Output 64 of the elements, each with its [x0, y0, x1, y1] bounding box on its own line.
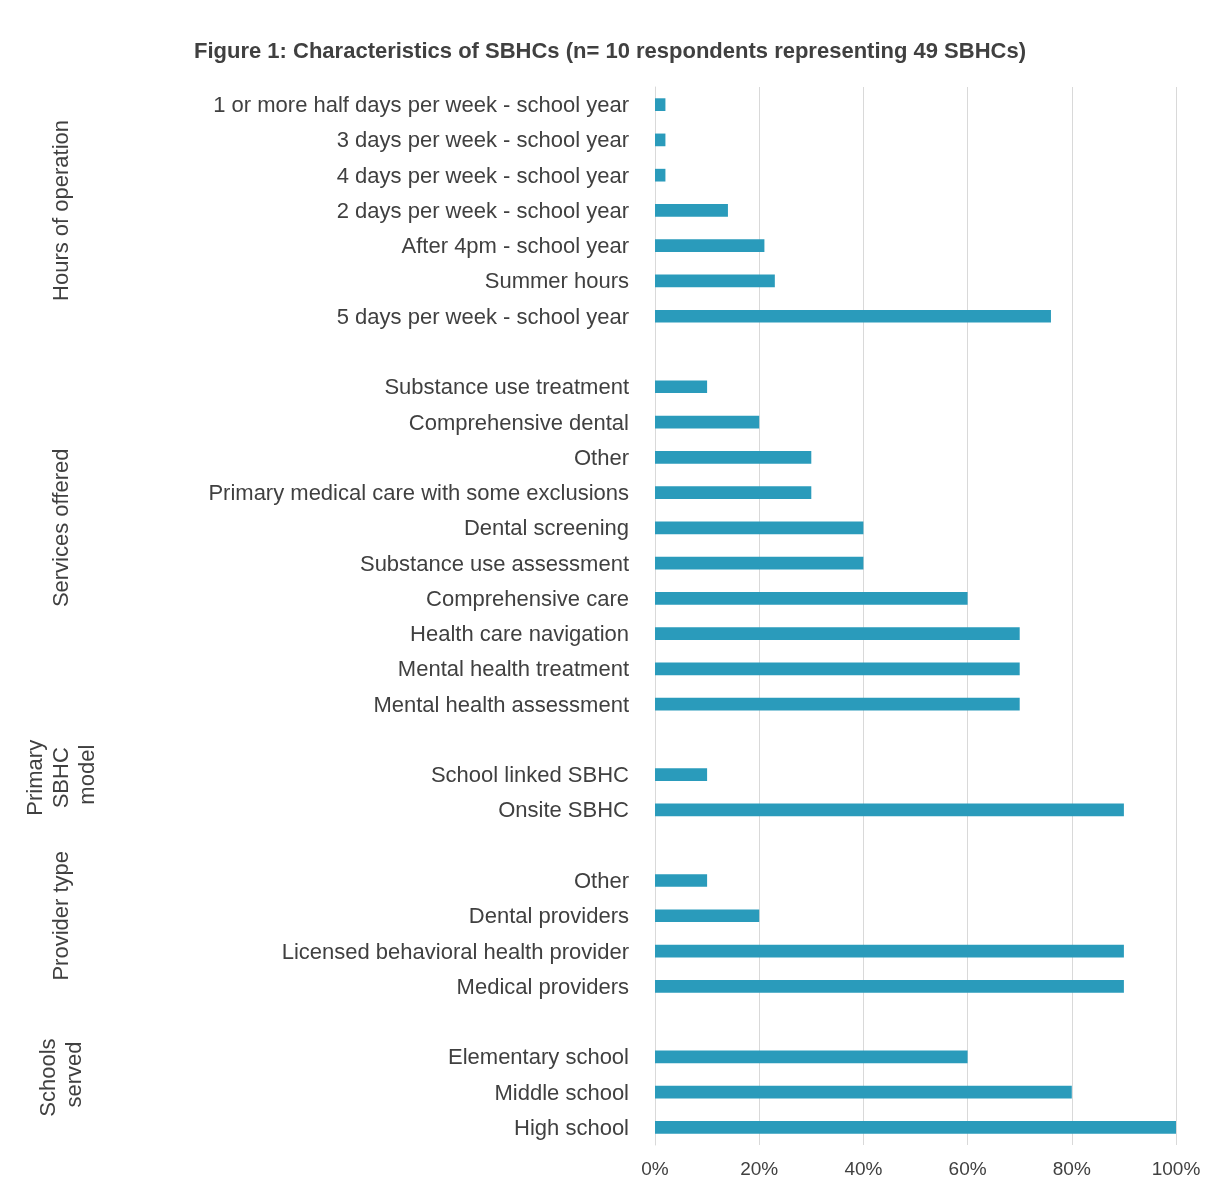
y-tick-label: Mental health treatment	[397, 656, 629, 682]
bar	[655, 309, 1051, 323]
text: Services offered	[47, 448, 73, 608]
y-tick-label: Substance use treatment	[384, 374, 629, 400]
x-tick-label: 0%	[641, 1158, 669, 1179]
bar	[655, 1085, 1072, 1099]
y-tick-label: Mental health assessment	[373, 691, 629, 717]
y-tick-label: 1 or more half days per week - school year	[213, 92, 629, 118]
bar	[655, 450, 812, 464]
y-tick-label: Primary medical care with some exclusions	[208, 480, 629, 506]
bar	[655, 979, 1124, 993]
y-tick-label: Substance use assessment	[359, 550, 629, 576]
bar	[655, 274, 775, 288]
bar	[655, 556, 864, 570]
y-tick-label: After 4pm - school year	[401, 233, 629, 259]
bar	[655, 697, 1020, 711]
bar	[655, 627, 1020, 640]
y-tick-label: School linked SBHC	[430, 762, 630, 788]
text: Primary SBHC model	[21, 733, 99, 816]
bar	[655, 98, 666, 111]
y-tick-label: Elementary school	[448, 1044, 629, 1070]
text: Provider type	[47, 850, 73, 981]
y-tick-label: 2 days per week - school year	[336, 197, 629, 223]
y-tick-label: 3 days per week - school year	[336, 127, 629, 153]
y-tick-label: Comprehensive care	[426, 585, 629, 611]
y-tick-label: Middle school	[494, 1079, 629, 1105]
bar	[655, 874, 708, 887]
text: Schools served	[34, 1032, 86, 1117]
y-tick-label: Summer hours	[484, 268, 629, 294]
bar	[655, 803, 1124, 817]
x-tick-label: 40%	[844, 1158, 883, 1179]
x-tick-label: 60%	[948, 1158, 987, 1179]
bar	[655, 944, 1124, 958]
x-tick-label: 20%	[740, 1158, 779, 1179]
y-tick-label: Health care navigation	[410, 621, 629, 647]
y-tick-label: Medical providers	[456, 973, 629, 999]
bar	[655, 1050, 968, 1064]
x-tick-label: 100%	[1151, 1158, 1201, 1179]
y-tick-label: Onsite SBHC	[498, 797, 630, 823]
chart-title: Figure 1: Characteristics of SBHCs (n= 10 respondents representing 49 SBHCs)	[194, 37, 1026, 63]
x-tick-label: 80%	[1052, 1158, 1091, 1179]
y-tick-label: Comprehensive dental	[408, 409, 629, 435]
y-tick-label: 4 days per week - school year	[336, 162, 629, 188]
bar	[655, 415, 760, 429]
bar	[655, 239, 765, 253]
y-tick-label: Dental providers	[468, 903, 629, 929]
bar	[655, 380, 708, 394]
bar	[655, 168, 666, 182]
bar	[655, 521, 864, 535]
bar	[655, 909, 760, 923]
y-tick-label: 5 days per week - school year	[336, 303, 629, 329]
y-tick-label: Licensed behavioral health provider	[281, 938, 629, 964]
y-tick-label: Dental screening	[463, 515, 629, 541]
bar	[655, 662, 1020, 676]
bar	[655, 486, 812, 499]
bar	[655, 204, 728, 217]
y-tick-label: Other	[573, 868, 629, 893]
bar	[655, 768, 708, 782]
text: Hours of operation	[47, 119, 73, 301]
y-tick-label: Other	[573, 444, 629, 470]
bar	[655, 133, 666, 147]
bar	[655, 592, 968, 605]
y-tick-label: High school	[514, 1114, 629, 1140]
bar	[655, 1121, 1176, 1134]
